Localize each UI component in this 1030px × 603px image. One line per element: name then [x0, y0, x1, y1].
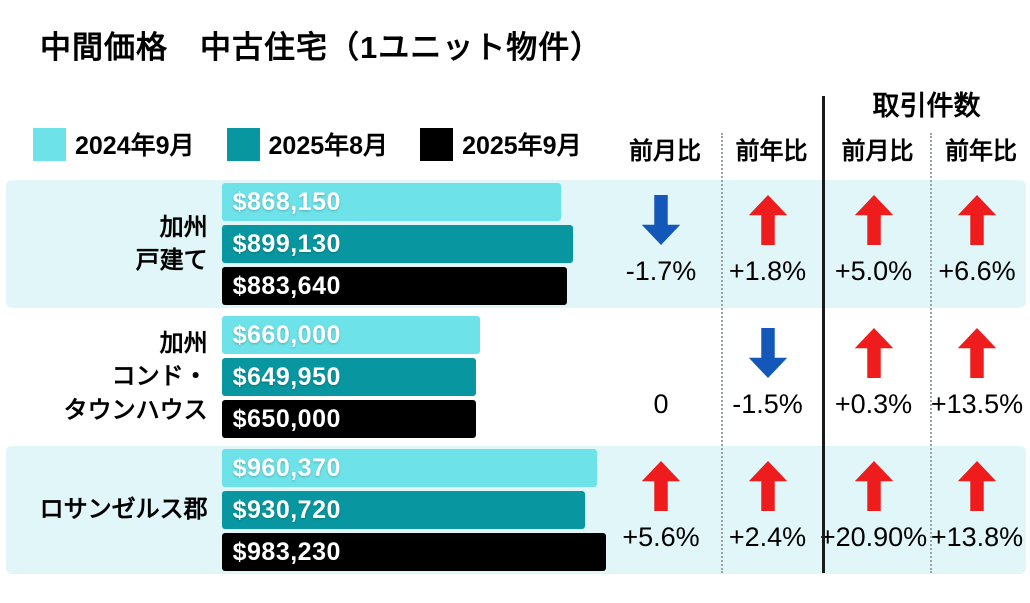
row-category-label: ロサンゼルス郡 [39, 496, 208, 524]
legend-item-2024-09: 2024年9月 [33, 126, 195, 162]
trend-arrow-icon [957, 195, 997, 245]
bar-2024-09: $960,370 [221, 449, 598, 487]
trans-yoy-cell: +13.8% [928, 446, 1026, 574]
col-header-trans-mom: 前月比 [841, 138, 914, 165]
bar-value-label: $883,640 [232, 271, 341, 300]
legend-item-2025-09: 2025年9月 [420, 126, 582, 162]
trans-yoy-cell: +13.5% [928, 313, 1026, 441]
legend-swatch-icon [420, 127, 454, 161]
bar-2025-08: $930,720 [221, 491, 586, 529]
price-mom-cell: +5.6% [606, 446, 716, 574]
trend-arrow-icon [854, 461, 894, 511]
trend-cells: -1.7% +1.8% +5.0% [606, 180, 1026, 308]
row-category-label: 加州 コンド・ タウンハウス [63, 330, 208, 424]
bar-2024-09: $868,150 [221, 183, 561, 221]
pct-value: +5.0% [834, 256, 913, 286]
legend-swatch-icon [33, 127, 66, 161]
trend-arrow-icon [854, 195, 894, 245]
col-header-trans-yoy: 前年比 [945, 138, 1017, 165]
price-yoy-cell: +1.8% [716, 180, 819, 308]
pct-value: +13.5% [930, 389, 1024, 419]
bar-value-label: $983,230 [232, 537, 341, 566]
legend-label: 2025年8月 [268, 132, 389, 160]
bar-group: $868,150 $899,130 $883,640 [221, 180, 606, 308]
bar-2025-09: $650,000 [221, 400, 476, 438]
pct-value: +2.4% [728, 522, 807, 552]
pct-value: +1.8% [728, 256, 807, 286]
legend-label: 2024年9月 [75, 132, 195, 160]
bar-2025-08: $899,130 [221, 225, 574, 263]
bar-value-label: $649,950 [232, 362, 341, 391]
pct-value: -1.7% [625, 256, 697, 286]
row-category-label: 加州 戸建て [135, 213, 208, 274]
bar-value-label: $899,130 [232, 229, 341, 258]
price-mom-cell: -1.7% [606, 180, 716, 308]
legend-swatch-icon [226, 127, 260, 161]
col-header-price-mom: 前月比 [629, 138, 701, 165]
bar-2025-09: $883,640 [221, 267, 568, 305]
trans-yoy-cell: +6.6% [928, 180, 1026, 308]
pct-value: +6.6% [938, 256, 1016, 286]
trend-arrow-icon [957, 461, 997, 511]
page-title: 中間価格 中古住宅（1ユニット物件） [40, 30, 603, 65]
legend: 2024年9月 2025年8月 2025年9月 [33, 126, 614, 162]
legend-item-2025-08: 2025年8月 [226, 126, 389, 162]
price-mom-cell: 0 [606, 313, 716, 441]
chart-rows: 加州 戸建て $868,150 $899,130 $883,640 [6, 180, 1026, 579]
trans-mom-cell: +20.90% [819, 446, 928, 574]
bar-2025-08: $649,950 [221, 358, 476, 396]
table-row-la-county: ロサンゼルス郡 $960,370 $930,720 $983,230 [6, 446, 1026, 574]
pct-value: +20.90% [819, 522, 928, 552]
transactions-group-divider [822, 96, 825, 573]
bar-value-label: $660,000 [232, 320, 341, 349]
bar-group: $660,000 $649,950 $650,000 [221, 313, 606, 441]
trend-arrow-icon [748, 328, 788, 378]
pct-value: 0 [653, 389, 669, 419]
pct-value: -1.5% [732, 389, 803, 419]
trend-arrow-icon [748, 195, 788, 245]
table-row-ca-condo-townhouse: 加州 コンド・ タウンハウス $660,000 $649,950 $650,00… [6, 313, 1026, 441]
bar-2024-09: $660,000 [221, 316, 480, 354]
bar-value-label: $960,370 [232, 453, 341, 482]
trend-cells: 0 -1.5% +0.3% [606, 313, 1026, 441]
pct-value: +5.6% [622, 522, 700, 552]
column-divider-dotted [721, 133, 723, 573]
trend-arrow-icon [641, 461, 681, 511]
pct-value: +13.8% [930, 522, 1024, 552]
trend-arrow-icon [641, 195, 681, 245]
legend-label: 2025年9月 [462, 132, 582, 160]
col-header-price-yoy: 前年比 [735, 138, 808, 165]
trend-arrow-icon [748, 461, 788, 511]
pct-value: +0.3% [834, 389, 913, 419]
trend-arrow-icon [957, 328, 997, 378]
bar-value-label: $868,150 [232, 187, 341, 216]
column-divider-dotted [930, 133, 932, 573]
trend-arrow-icon [854, 328, 894, 378]
bar-2025-09: $983,230 [221, 533, 606, 571]
transactions-group-header: 取引件数 [872, 91, 981, 121]
bar-group: $960,370 $930,720 $983,230 [221, 446, 606, 574]
price-yoy-cell: -1.5% [716, 313, 819, 441]
trans-mom-cell: +5.0% [819, 180, 928, 308]
price-yoy-cell: +2.4% [716, 446, 819, 574]
bar-value-label: $650,000 [232, 404, 341, 433]
trans-mom-cell: +0.3% [819, 313, 928, 441]
bar-value-label: $930,720 [232, 495, 341, 524]
trend-cells: +5.6% +2.4% +20.90% [606, 446, 1026, 574]
table-row-ca-single-family: 加州 戸建て $868,150 $899,130 $883,640 [6, 180, 1026, 308]
